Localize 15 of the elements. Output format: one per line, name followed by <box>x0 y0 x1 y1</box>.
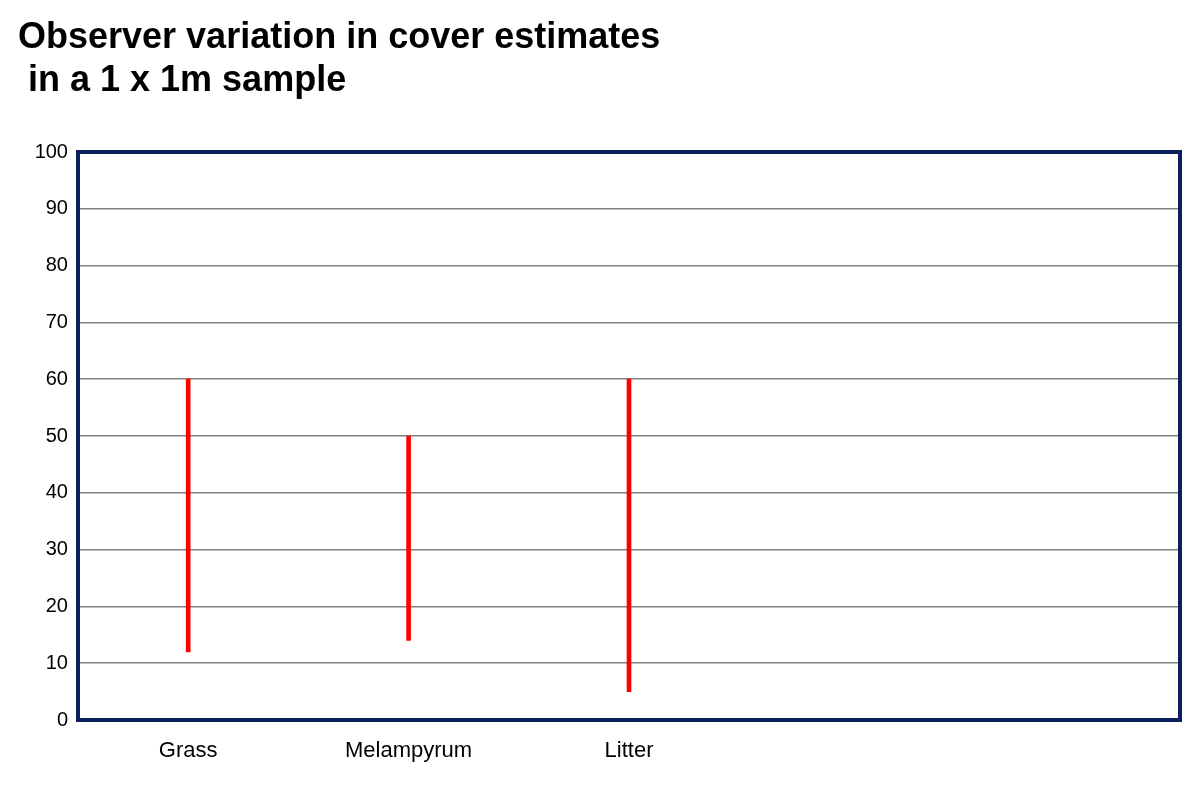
y-tick-label: 30 <box>45 537 68 560</box>
y-tick-label: 40 <box>45 480 68 503</box>
y-tick-label: 20 <box>45 593 68 616</box>
x-tick-label: Grass <box>158 737 218 763</box>
x-tick-label: Melampyrum <box>345 737 473 763</box>
y-tick-label: 50 <box>45 423 68 446</box>
y-tick-label: 0 <box>56 707 68 730</box>
chart-title: Observer variation in cover estimates in a 1 x 1m sample <box>18 14 661 100</box>
y-tick-label: 70 <box>45 309 68 332</box>
y-tick-label: 80 <box>45 253 68 276</box>
y-tick-label: 60 <box>45 366 68 389</box>
y-tick-label: 90 <box>45 196 68 219</box>
y-tick-label: 100 <box>34 139 68 162</box>
x-tick-label: Litter <box>604 737 654 763</box>
y-tick-label: 10 <box>45 650 68 673</box>
